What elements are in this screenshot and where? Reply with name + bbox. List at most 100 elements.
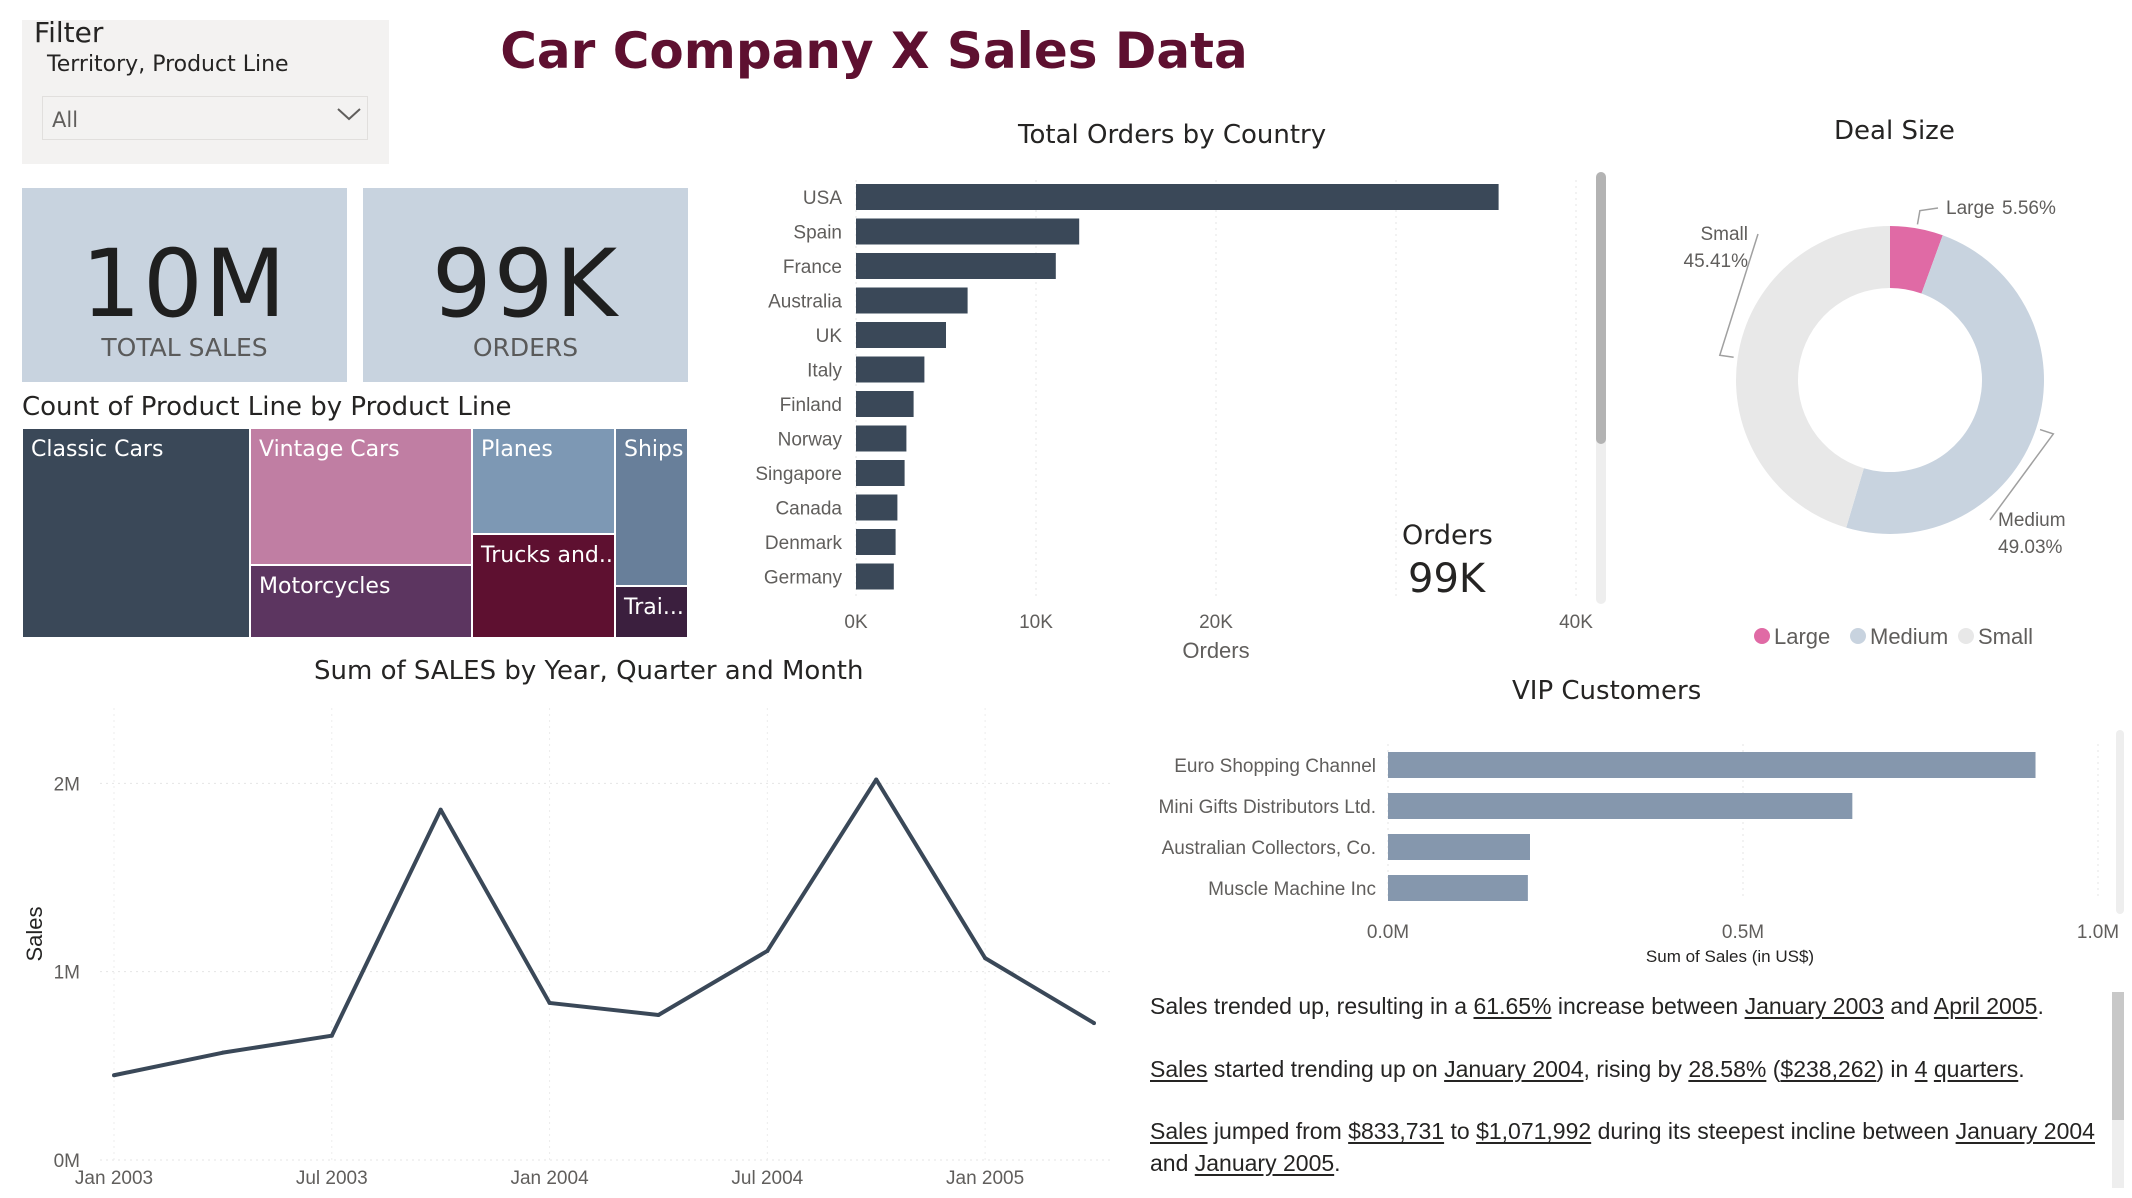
y-category-label: Muscle Machine Inc xyxy=(1208,879,1376,900)
narrative-link[interactable]: April 2005 xyxy=(1933,993,2038,1019)
bar xyxy=(1388,875,1528,901)
y-tick-label: 1M xyxy=(54,963,80,984)
treemap-tile[interactable]: Planes xyxy=(472,428,615,534)
slice-value-label: 49.03% xyxy=(1998,537,2063,558)
y-tick-label: 0M xyxy=(54,1151,80,1172)
slice-name-label: Medium xyxy=(1998,510,2066,531)
bar xyxy=(1388,752,2036,778)
x-tick-label: 1.0M xyxy=(2077,922,2119,943)
narrative-link[interactable]: Sales xyxy=(1150,1118,1208,1144)
narrative-link[interactable]: quarters xyxy=(1933,1056,2019,1082)
treemap-tile[interactable]: Trucks and... xyxy=(472,534,620,638)
legend-label: Medium xyxy=(1870,624,1948,649)
narrative-link[interactable]: January 2004 xyxy=(1955,1118,2095,1144)
leader-line xyxy=(1916,207,1939,225)
slice-name-label: Large xyxy=(1946,198,1995,219)
data-point xyxy=(765,948,770,953)
treemap-title: Count of Product Line by Product Line xyxy=(22,392,512,422)
filter-title: Filter xyxy=(34,16,104,49)
page-title: Car Company X Sales Data xyxy=(500,22,1248,80)
tile-label: Trai... xyxy=(624,595,684,620)
treemap-tile[interactable]: Classic Cars xyxy=(22,428,250,638)
vip-scrollbar[interactable] xyxy=(2116,730,2124,914)
narrative-paragraph: Sales started trending up on January 200… xyxy=(1150,1056,2025,1082)
slice-value-label: 45.41% xyxy=(1684,251,1749,272)
sales-line-chart: 0M 1M 2M Jan 2003 Jul 2003 Jan 2004 Jul 2004 Ja… xyxy=(22,708,1112,1189)
donut-slice xyxy=(1890,226,1943,294)
filter-subtitle: Territory, Product Line xyxy=(47,52,289,77)
bar xyxy=(856,218,1080,245)
x-tick-label: 40K xyxy=(1559,612,1593,633)
bar xyxy=(856,460,905,486)
line-chart-title: Sum of SALES by Year, Quarter and Month xyxy=(314,656,864,686)
x-tick-label: 10K xyxy=(1019,612,1053,633)
tile-label: Ships xyxy=(624,437,684,462)
data-point xyxy=(329,1033,334,1038)
narrative-scrollbar-thumb[interactable] xyxy=(2112,992,2124,1120)
orders-value: 99K xyxy=(431,230,620,339)
bar xyxy=(856,322,946,348)
filter-dropdown[interactable] xyxy=(42,96,368,140)
y-axis-label: Sales xyxy=(22,906,47,961)
orders-card: 99K ORDERS xyxy=(363,188,688,382)
y-category-label: Singapore xyxy=(755,464,842,485)
y-category-label: Euro Shopping Channel xyxy=(1174,756,1376,777)
x-axis-label: Orders xyxy=(1182,638,1249,663)
y-category-label: Germany xyxy=(764,568,843,589)
y-category-label: UK xyxy=(816,326,843,347)
legend-label: Small xyxy=(1978,624,2033,649)
x-tick-label: Jan 2004 xyxy=(510,1168,589,1189)
x-tick-label: 0.5M xyxy=(1722,922,1764,943)
y-category-label: Australian Collectors, Co. xyxy=(1162,838,1376,859)
narrative-link[interactable]: 4 xyxy=(1914,1056,1928,1082)
orders-label: ORDERS xyxy=(472,333,579,362)
x-tick-label: Jul 2003 xyxy=(296,1168,368,1189)
y-category-label: France xyxy=(783,257,842,278)
data-point xyxy=(1092,1021,1096,1026)
slice-name-label: Small xyxy=(1700,224,1748,245)
tile-label: Motorcycles xyxy=(259,574,391,599)
narrative-link[interactable]: January 2004 xyxy=(1444,1056,1584,1082)
tile-label: Vintage Cars xyxy=(259,437,400,462)
data-point xyxy=(438,807,443,812)
narrative-link[interactable]: January 2005 xyxy=(1194,1150,1335,1176)
y-tick-label: 2M xyxy=(54,774,80,795)
bar xyxy=(856,287,968,314)
treemap-tile[interactable]: Ships xyxy=(615,428,688,586)
narrative-link[interactable]: $238,262 xyxy=(1780,1056,1877,1082)
narrative-link[interactable]: 61.65% xyxy=(1473,993,1552,1019)
y-category-label: Australia xyxy=(768,292,842,313)
y-category-label: Italy xyxy=(807,361,842,382)
chevron-down-icon[interactable] xyxy=(336,106,362,122)
orders-by-country-chart: 0K 10K 20K 40K Orders USA Spain France Australia… xyxy=(755,180,1593,663)
treemap-tile[interactable]: Vintage Cars xyxy=(250,428,472,565)
narrative-link[interactable]: $1,071,992 xyxy=(1476,1118,1592,1144)
tile-label: Planes xyxy=(481,437,553,462)
legend-label: Large xyxy=(1774,624,1830,649)
bar xyxy=(856,494,898,521)
y-category-label: Spain xyxy=(793,223,842,244)
bar xyxy=(856,391,914,417)
data-point xyxy=(874,777,879,782)
narrative-link[interactable]: $833,731 xyxy=(1348,1118,1445,1144)
data-point xyxy=(656,1012,661,1017)
filter-dropdown-value: All xyxy=(52,108,79,132)
slice-value-label: 5.56% xyxy=(2002,198,2056,219)
scrollbar-thumb[interactable] xyxy=(1596,172,1606,444)
vip-title: VIP Customers xyxy=(1512,676,1702,706)
narrative-paragraph: Sales trended up, resulting in a 61.65% … xyxy=(1150,993,2044,1019)
legend-marker xyxy=(1958,628,1974,644)
narrative-link[interactable]: 28.58% xyxy=(1688,1056,1767,1082)
narrative-link[interactable]: January 2003 xyxy=(1744,993,1884,1019)
data-point xyxy=(220,1050,225,1055)
tile-label: Classic Cars xyxy=(31,437,164,462)
treemap-tile[interactable]: Motorcycles xyxy=(250,565,472,638)
treemap-tile[interactable]: Trai... xyxy=(615,586,688,638)
x-tick-label: Jul 2004 xyxy=(731,1168,803,1189)
narrative-link[interactable]: Sales xyxy=(1150,1056,1208,1082)
x-tick-label: Jan 2005 xyxy=(946,1168,1024,1189)
bar xyxy=(856,356,925,383)
y-category-label: USA xyxy=(803,188,842,209)
x-tick-label: 0K xyxy=(844,612,868,633)
leader-line xyxy=(1989,428,2055,521)
